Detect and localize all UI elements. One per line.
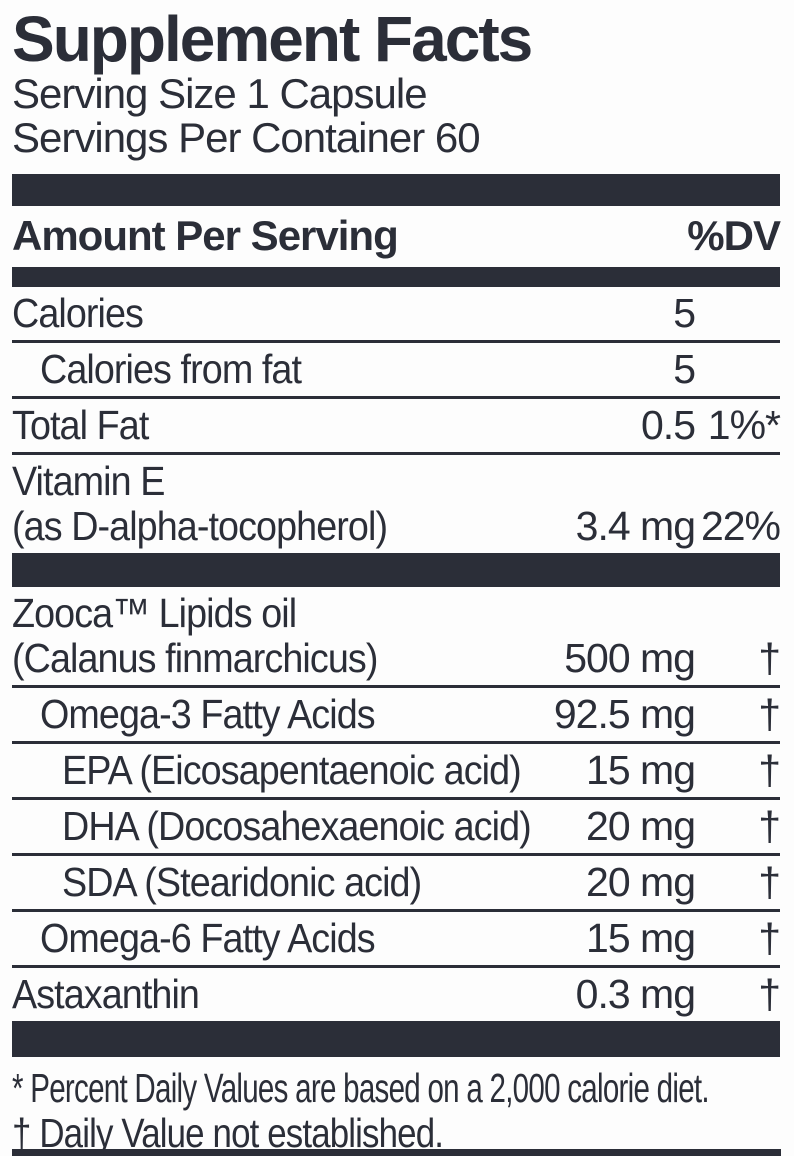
nutrient-name: Vitamin E (as D-alpha-tocopherol) — [12, 458, 388, 549]
footnote-percent-dv: * Percent Daily Values are based on a 2,… — [12, 1065, 710, 1111]
header-separator-bar — [12, 267, 780, 287]
nutrient-name: Calories from fat — [40, 346, 302, 392]
nutrient-dv: † — [758, 803, 781, 849]
servings-per-container-line: Servings Per Container 60 — [12, 114, 481, 161]
nutrient-row-sda: SDA (Stearidonic acid) 20 mg † — [12, 856, 781, 912]
nutrient-amount: 3.4 mg — [575, 503, 696, 549]
nutrient-name: Zooca™ Lipids oil (Calanus finmarchicus) — [12, 590, 378, 681]
bottom-section-separator-bar — [12, 1021, 780, 1057]
nutrient-amount: 500 mg — [564, 635, 696, 681]
nutrient-amount: 20 mg — [586, 803, 696, 849]
nutrient-amount: 0.5 — [641, 402, 696, 448]
nutrient-name: DHA (Docosahexaenoic acid) — [62, 803, 532, 849]
nutrient-amount: 5 — [673, 290, 696, 336]
nutrient-row-dha: DHA (Docosahexaenoic acid) 20 mg † — [12, 800, 781, 856]
column-header-row: Amount Per Serving %DV — [12, 206, 781, 267]
top-section-separator-bar — [12, 174, 780, 206]
nutrient-row-omega-3: Omega-3 Fatty Acids 92.5 mg † — [12, 688, 781, 744]
nutrient-name: Omega-3 Fatty Acids — [40, 691, 376, 737]
nutrient-row-calories: Calories 5 — [12, 287, 780, 343]
nutrient-dv: 22% — [700, 503, 781, 549]
nutrient-amount: 0.3 mg — [575, 971, 696, 1017]
mid-section-separator-bar — [12, 553, 780, 587]
nutrient-dv: † — [758, 971, 781, 1017]
amount-per-serving-header: Amount Per Serving — [12, 212, 399, 259]
nutrient-name: Astaxanthin — [12, 971, 200, 1017]
percent-dv-header: %DV — [687, 212, 781, 259]
nutrient-name: SDA (Stearidonic acid) — [62, 859, 422, 905]
nutrient-amount: 20 mg — [586, 859, 696, 905]
nutrient-amount: 15 mg — [586, 747, 696, 793]
footnotes-block: * Percent Daily Values are based on a 2,… — [12, 1066, 780, 1156]
bottom-edge-bar — [12, 1149, 781, 1156]
nutrient-dv: 1%* — [707, 402, 781, 448]
nutrient-row-vitamin-e: Vitamin E (as D-alpha-tocopherol) 3.4 mg… — [12, 455, 781, 553]
nutrient-row-calories-from-fat: Calories from fat 5 — [12, 343, 780, 399]
nutrient-amount: 5 — [673, 346, 696, 392]
nutrient-dv: † — [758, 691, 781, 737]
nutrient-row-total-fat: Total Fat 0.5 1%* — [12, 399, 781, 455]
nutrient-row-epa: EPA (Eicosapentaenoic acid) 15 mg † — [12, 744, 781, 800]
nutrient-name: EPA (Eicosapentaenoic acid) — [62, 747, 522, 793]
nutrient-amount: 15 mg — [586, 915, 696, 961]
nutrient-dv: † — [758, 747, 781, 793]
nutrient-row-omega-6: Omega-6 Fatty Acids 15 mg † — [12, 912, 781, 968]
nutrient-row-astaxanthin: Astaxanthin 0.3 mg † — [12, 968, 781, 1021]
nutrient-name: Omega-6 Fatty Acids — [40, 915, 376, 961]
nutrient-dv: † — [758, 915, 781, 961]
nutrient-amount: 92.5 mg — [553, 691, 696, 737]
nutrient-row-zooca-lipids-oil: Zooca™ Lipids oil (Calanus finmarchicus)… — [12, 587, 781, 688]
nutrient-name: Total Fat — [12, 402, 149, 448]
nutrient-name: Calories — [12, 290, 144, 336]
nutrient-dv: † — [758, 635, 781, 681]
panel-title: Supplement Facts — [12, 3, 533, 75]
nutrient-dv: † — [758, 859, 781, 905]
serving-size-line: Serving Size 1 Capsule — [12, 70, 428, 117]
footnote-daily-value: † Daily Value not established. — [12, 1110, 444, 1156]
